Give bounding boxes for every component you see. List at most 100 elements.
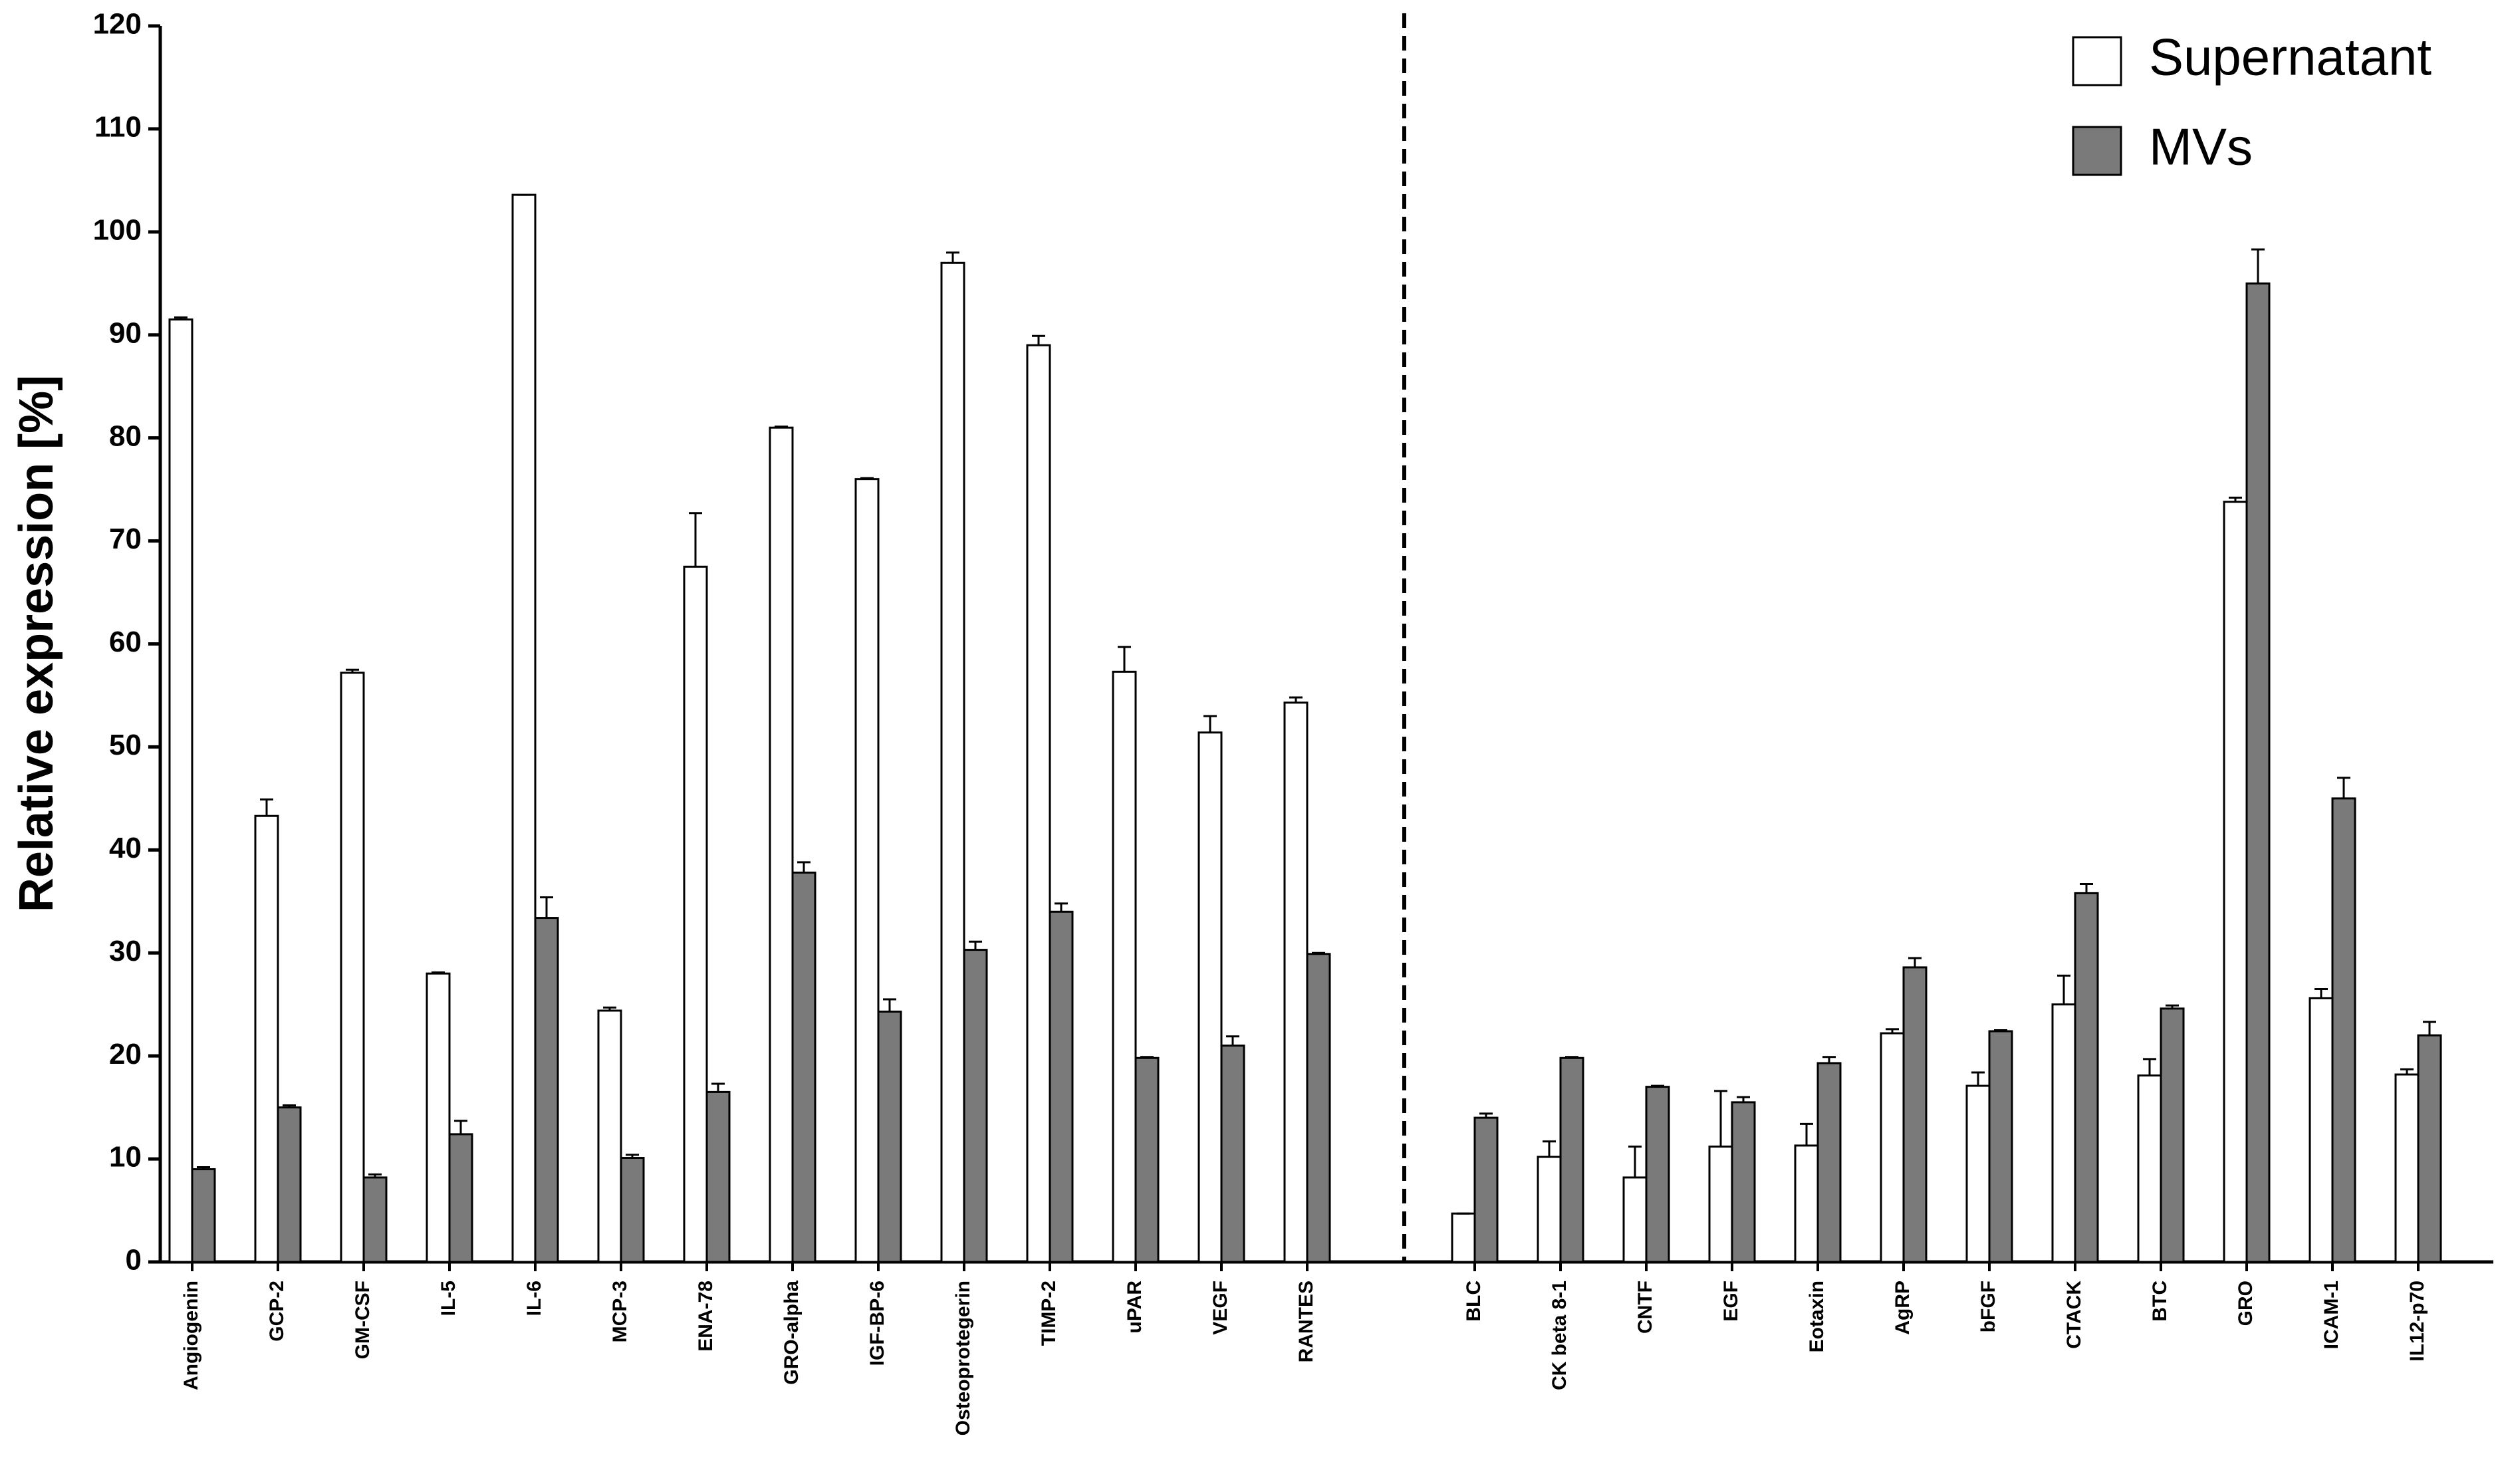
bar [1559,1056,1584,1263]
x-tick-label: Eotaxin [1806,1281,1828,1352]
error-bar [2166,1004,2179,1009]
bar [448,1133,473,1263]
legend-swatch [2072,126,2122,176]
error-bar [1800,1122,1813,1146]
bar [1645,1086,1670,1263]
error-bar [969,940,982,950]
error-bar [283,1104,296,1108]
bar [1731,1101,1756,1263]
y-tick-label: 120 [93,8,142,41]
bar [1988,1030,2013,1263]
error-bar [1226,1035,1239,1046]
bar [1965,1084,1991,1263]
bar [254,814,279,1263]
bar [1902,966,1928,1263]
x-tick-label: BLC [1463,1281,1485,1322]
legend-label: MVs [2149,118,2253,176]
bar [2394,1073,2420,1263]
error-bar [860,477,874,479]
bar [1049,910,1074,1263]
bar [277,1106,302,1263]
bar [1134,1056,1160,1263]
y-tick-label: 30 [109,935,142,967]
error-bar [2400,1068,2414,1075]
error-bar [1203,715,1217,733]
x-tick-label: IL-5 [437,1281,459,1316]
x-tick-label: IL12-p70 [2406,1281,2428,1362]
bar [511,193,537,1263]
x-tick-label: GRO [2235,1281,2257,1326]
bar [2331,797,2356,1263]
error-bar [1994,1029,2007,1031]
bar [705,1090,731,1263]
legend-swatch [2072,36,2122,86]
y-axis-label: Relative expression [%] [10,375,63,912]
bar [963,949,988,1263]
error-bar [1737,1096,1750,1102]
error-bar [1289,696,1303,703]
x-tick-label: GM-CSF [352,1281,374,1359]
y-tick-label: 0 [126,1244,142,1277]
bar [2223,501,2248,1263]
x-tick-label: VEGF [1209,1281,1231,1335]
y-tick-label: 60 [109,626,142,658]
bar [1794,1144,1819,1263]
legend-label: Supernatant [2149,28,2432,86]
bar [1026,344,1051,1263]
x-tick-label: RANTES [1295,1281,1317,1362]
error-bar [1543,1140,1556,1157]
bar [1451,1212,1476,1263]
error-bar [260,798,273,816]
error-bar [174,316,187,320]
error-bar [2423,1021,2436,1036]
bar [1816,1062,1842,1263]
error-bar [711,1082,725,1092]
error-bar [1479,1112,1493,1118]
x-tick-label: TIMP-2 [1038,1281,1060,1346]
bar [1880,1032,1905,1263]
x-tick-label: ENA-78 [695,1281,717,1352]
error-bar [197,1166,210,1170]
x-tick-label: uPAR [1124,1281,1146,1334]
error-bar [1628,1145,1642,1177]
error-bar [1886,1028,1899,1034]
bar [769,426,794,1263]
error-bar [368,1173,382,1177]
error-bar [2314,987,2328,999]
error-bar [883,998,896,1012]
error-bar [1822,1056,1836,1064]
error-bar [1651,1084,1664,1087]
error-bar [603,1006,616,1011]
x-tick-label: Osteoprotegerin [952,1281,974,1435]
error-bar [1312,951,1325,954]
x-tick-label: BTC [2149,1281,2171,1322]
x-tick-label: MCP-3 [609,1281,631,1342]
error-bar [1908,957,1922,967]
y-tick-label: 100 [93,213,142,246]
y-tick-label: 40 [109,832,142,864]
bar [2309,997,2334,1263]
error-bar [2143,1058,2156,1076]
x-tick-label: CNTF [1634,1281,1656,1334]
bar [2051,1003,2076,1263]
y-tick-label: 80 [109,420,142,452]
error-bar [454,1120,467,1134]
error-bar [1032,334,1045,346]
bar [1622,1176,1648,1263]
error-bar [1971,1071,1985,1086]
x-tick-label: IGF-BP-6 [866,1281,888,1366]
error-bar [2337,777,2350,799]
bar [1220,1045,1245,1263]
x-tick-label: CTACK [2063,1281,2085,1349]
y-tick-label: 10 [109,1141,142,1174]
x-tick-label: EGF [1720,1281,1742,1322]
bar [877,1011,902,1263]
bar [362,1176,388,1263]
x-tick-label: Angiogenin [180,1281,202,1390]
y-tick-label: 110 [94,111,142,144]
bar [2137,1074,2162,1263]
bar [1537,1156,1562,1263]
bar [340,672,365,1263]
bar [2074,892,2099,1263]
